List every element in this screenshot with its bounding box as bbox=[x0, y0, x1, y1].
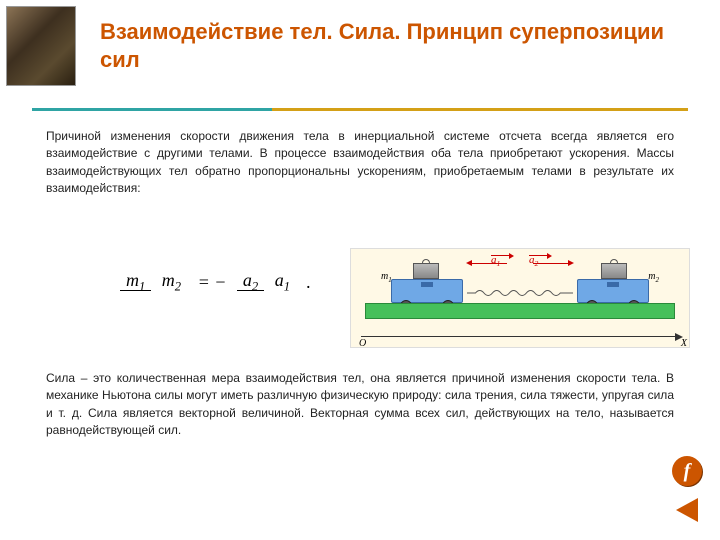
axis-line bbox=[361, 336, 679, 337]
track bbox=[365, 303, 675, 319]
paragraph-2: Сила – это количественная мера взаимодей… bbox=[46, 370, 674, 440]
slide-title: Взаимодействие тел. Сила. Принцип суперп… bbox=[100, 18, 700, 73]
mass-acceleration-formula: m1 m2 = − a2 a1 . bbox=[120, 270, 317, 295]
vector-label-a2: a2 bbox=[529, 255, 549, 268]
paragraph-1: Причиной изменения скорости движения тел… bbox=[46, 128, 674, 198]
fraction-right: a2 a1 bbox=[237, 270, 296, 295]
weight-right bbox=[601, 263, 627, 279]
weight-left bbox=[413, 263, 439, 279]
function-button[interactable]: f bbox=[672, 456, 702, 486]
fraction-left: m1 m2 bbox=[120, 270, 187, 295]
cart-left bbox=[391, 279, 463, 303]
axis-origin-label: O bbox=[359, 338, 366, 349]
vector-label-a1: a1 bbox=[491, 255, 511, 268]
title-divider bbox=[32, 108, 688, 111]
decorative-newton-image bbox=[6, 6, 76, 86]
formula-period: . bbox=[306, 272, 311, 293]
spring bbox=[467, 285, 573, 295]
carts-spring-diagram: a1 a2 m1 m2 O X bbox=[350, 248, 690, 348]
mass-label-m2: m2 bbox=[648, 271, 659, 284]
axis-x-label: X bbox=[681, 338, 687, 349]
cart-right bbox=[577, 279, 649, 303]
back-arrow-button[interactable] bbox=[676, 498, 698, 522]
equals-minus: = − bbox=[198, 272, 227, 293]
